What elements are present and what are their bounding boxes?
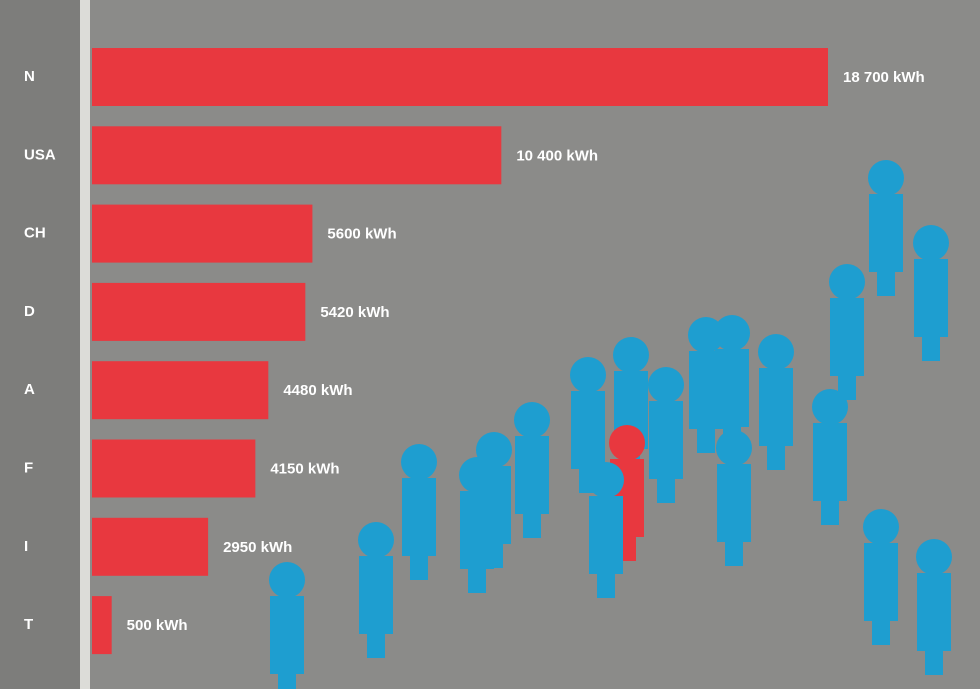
category-label: CH [24,225,46,242]
bar [92,126,502,185]
category-label: I [24,538,28,555]
value-label: 4150 kWh [270,460,339,477]
bar [92,204,313,263]
value-label: 18 700 kWh [843,69,925,86]
category-label: USA [24,146,56,163]
value-label: 5600 kWh [327,226,396,243]
divider [80,0,90,689]
category-label: N [24,68,35,85]
category-label: T [24,616,33,633]
value-label: 500 kWh [127,617,188,634]
value-label: 5420 kWh [320,304,389,321]
value-label: 10 400 kWh [516,147,598,164]
category-label: F [24,459,33,476]
category-label: D [24,303,35,320]
bar [92,48,828,106]
bar [92,517,209,576]
bar [92,439,256,498]
value-label: 2950 kWh [223,539,292,556]
category-label: A [24,381,35,398]
bar [92,361,269,420]
label-column [0,0,80,689]
bar [92,282,306,341]
bar [92,596,112,655]
value-label: 4480 kWh [283,382,352,399]
